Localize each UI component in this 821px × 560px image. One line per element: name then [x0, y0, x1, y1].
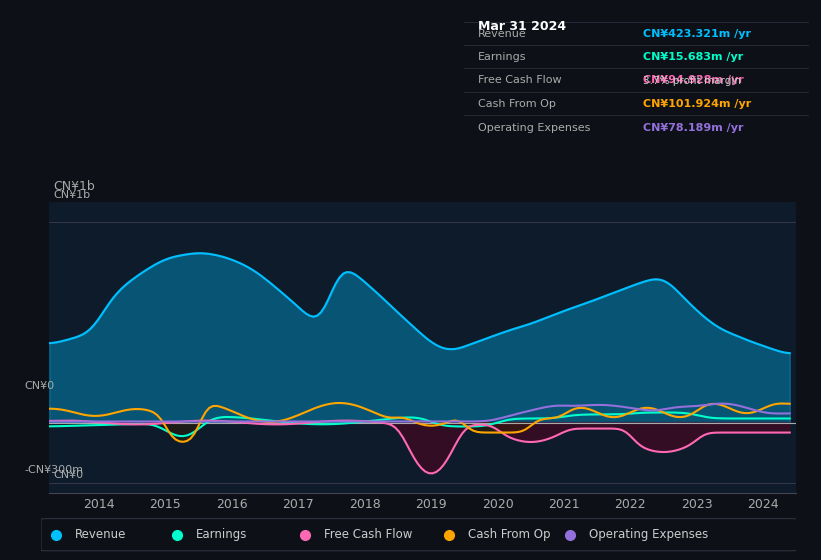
Text: CN¥423.321m /yr: CN¥423.321m /yr [643, 29, 751, 39]
Text: Mar 31 2024: Mar 31 2024 [478, 20, 566, 33]
Text: CN¥15.683m /yr: CN¥15.683m /yr [643, 52, 744, 62]
Text: 3.7% profit margin: 3.7% profit margin [643, 76, 741, 86]
Text: Revenue: Revenue [75, 528, 126, 542]
Text: Cash From Op: Cash From Op [478, 99, 556, 109]
Text: Earnings: Earnings [196, 528, 247, 542]
Text: CN¥101.924m /yr: CN¥101.924m /yr [643, 99, 751, 109]
Text: CN¥1b: CN¥1b [53, 180, 95, 193]
Text: Free Cash Flow: Free Cash Flow [478, 75, 562, 85]
Text: Operating Expenses: Operating Expenses [589, 528, 708, 542]
Text: Free Cash Flow: Free Cash Flow [324, 528, 413, 542]
Text: Earnings: Earnings [478, 52, 526, 62]
Text: Cash From Op: Cash From Op [468, 528, 550, 542]
Text: -CN¥300m: -CN¥300m [25, 465, 84, 475]
Text: Revenue: Revenue [478, 29, 526, 39]
Text: CN¥0: CN¥0 [53, 469, 83, 479]
Text: CN¥94.928m /yr: CN¥94.928m /yr [643, 75, 744, 85]
Text: Operating Expenses: Operating Expenses [478, 123, 590, 133]
Text: CN¥0: CN¥0 [25, 381, 55, 391]
Text: CN¥1b: CN¥1b [53, 190, 90, 200]
Text: CN¥78.189m /yr: CN¥78.189m /yr [643, 123, 744, 133]
